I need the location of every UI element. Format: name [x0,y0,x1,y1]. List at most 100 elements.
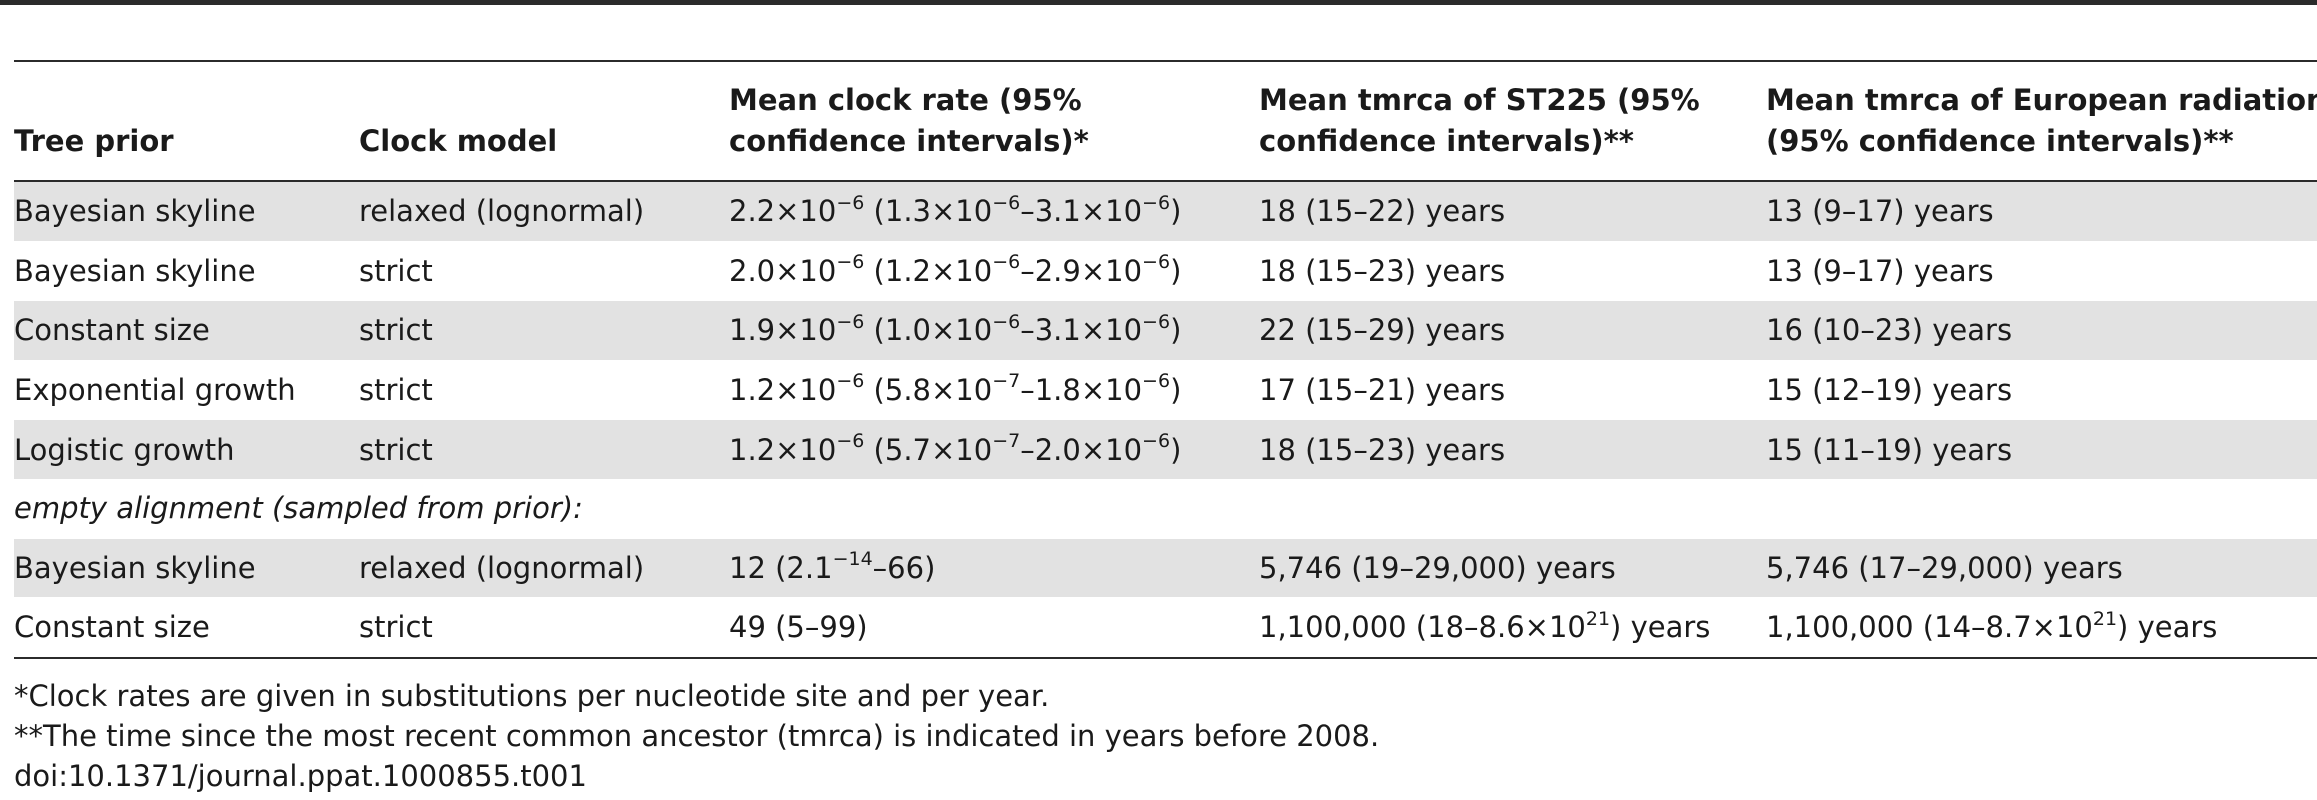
cell-mean-clock-rate: 2.2×10−6 (1.3×10−6–3.1×10−6) [729,180,1259,242]
section-row: empty alignment (sampled from prior): [14,479,2317,538]
cell-tmrca-st225: 17 (15–21) years [1259,359,1766,420]
cell-mean-clock-rate: 1.2×10−6 (5.8×10−7–1.8×10−6) [729,359,1259,420]
value-text: 17 (15–21) years [1259,373,1506,408]
table-footnotes: *Clock rates are given in substitutions … [14,676,2304,796]
value-text: –3.1×10 [1020,313,1143,348]
cell-tmrca-european: 13 (9–17) years [1766,240,2317,301]
value-text: ) [1170,313,1182,348]
exponent: −7 [992,370,1021,393]
exponent: −14 [832,548,873,571]
section-label: empty alignment (sampled from prior): [14,491,583,526]
header-mean-clock-rate: Mean clock rate (95% confidence intervals… [729,61,1259,181]
header-line: (95% confidence intervals)** [1766,124,2234,158]
value-text: 5,746 (19–29,000) years [1259,550,1616,585]
value-text: ) years [2117,610,2218,645]
value-text: 13 (9–17) years [1766,194,1994,229]
cell-tmrca-european: 15 (12–19) years [1766,359,2317,420]
exponent: −6 [1142,191,1171,214]
table-row: Bayesian skyline relaxed (lognormal) 12 (2… [14,537,2317,598]
value-text: ) [1170,194,1182,229]
exponent: −6 [992,310,1021,333]
cell-mean-clock-rate: 12 (2.1−14–66) [729,537,1259,598]
exponent: −6 [1142,251,1171,274]
value-text: –3.1×10 [1020,194,1143,229]
table-row: Constant size strict 49 (5–99) 1,100,000 (1… [14,597,2317,658]
exponent: −6 [836,430,865,453]
value-text: (1.2×10 [864,253,993,288]
cell-tmrca-st225: 18 (15–22) years [1259,180,1766,242]
value-text: ) [1170,432,1182,467]
footnote-clock-rate: *Clock rates are given in substitutions … [14,679,1050,713]
cell-clock-model: strict [359,359,729,420]
cell-tree-prior: Constant size [14,300,359,361]
cell-tree-prior: Exponential growth [14,359,359,420]
value-text: 1,100,000 (14–8.7×10 [1766,610,2093,645]
exponent: −7 [992,430,1021,453]
cell-tmrca-st225: 1,100,000 (18–8.6×1021) years [1259,597,1766,658]
value-text: 16 (10–23) years [1766,313,2013,348]
cell-tree-prior: Bayesian skyline [14,240,359,301]
cell-mean-clock-rate: 1.2×10−6 (5.7×10−7–2.0×10−6) [729,419,1259,479]
footnote-tmrca: **The time since the most recent common … [14,719,1380,753]
value-text: ) [1170,253,1182,288]
value-text: 15 (11–19) years [1766,432,2013,467]
value-text: 1.2×10 [729,432,837,467]
cell-clock-model: strict [359,300,729,361]
value-text: 5,746 (17–29,000) years [1766,550,2123,585]
cell-mean-clock-rate: 49 (5–99) [729,597,1259,658]
value-text: 49 (5–99) [729,610,868,645]
value-text: 22 (15–29) years [1259,313,1506,348]
cell-clock-model: relaxed (lognormal) [359,537,729,598]
value-text: –2.0×10 [1020,432,1143,467]
cell-tree-prior: Constant size [14,597,359,658]
table-body: Bayesian skyline relaxed (lognormal) 2.2×1… [14,180,2317,658]
cell-mean-clock-rate: 1.9×10−6 (1.0×10−6–3.1×10−6) [729,300,1259,361]
cell-clock-model: strict [359,240,729,301]
cell-tmrca-european: 16 (10–23) years [1766,300,2317,361]
table-header: Tree prior Clock model Mean clock rate (95… [14,61,2317,181]
value-text: 1.9×10 [729,313,837,348]
header-line: confidence intervals)** [1259,124,1634,158]
header-line: Mean tmrca of ST225 (95% [1259,83,1700,117]
table-row: Exponential growth strict 1.2×10−6 (5.8×10… [14,359,2317,420]
header-tmrca-european: Mean tmrca of European radiation (95% con… [1766,61,2317,181]
header-tree-prior: Tree prior [14,124,174,158]
header-row: Tree prior Clock model Mean clock rate (95… [14,61,2317,181]
table-row: Bayesian skyline strict 2.0×10−6 (1.2×10−6… [14,240,2317,301]
header-line: Mean tmrca of European radiation [1766,83,2317,117]
table-row: Bayesian skyline relaxed (lognormal) 2.2×1… [14,180,2317,242]
value-text: –1.8×10 [1020,373,1143,408]
doi-reference: doi:10.1371/journal.ppat.1000855.t001 [14,759,587,793]
value-text: –66) [872,550,936,585]
exponent: −6 [836,251,865,274]
value-text: (5.8×10 [864,373,993,408]
header-tmrca-st225: Mean tmrca of ST225 (95% confidence inter… [1259,61,1766,181]
results-table: Tree prior Clock model Mean clock rate (95… [14,60,2317,659]
value-text: (1.3×10 [864,194,993,229]
exponent: −6 [836,310,865,333]
value-text: 2.2×10 [729,194,837,229]
exponent: 21 [2092,607,2118,630]
value-text: 12 (2.1 [729,550,833,585]
cell-clock-model: strict [359,597,729,658]
value-text: –2.9×10 [1020,253,1143,288]
cell-clock-model: relaxed (lognormal) [359,180,729,242]
cell-tmrca-st225: 22 (15–29) years [1259,300,1766,361]
value-text: ) [1170,373,1182,408]
value-text: 15 (12–19) years [1766,373,2013,408]
exponent: −6 [836,191,865,214]
cell-tmrca-st225: 18 (15–23) years [1259,240,1766,301]
header-line: confidence intervals)* [729,124,1089,158]
value-text: 13 (9–17) years [1766,253,1994,288]
value-text: 18 (15–23) years [1259,432,1506,467]
cell-tree-prior: Bayesian skyline [14,180,359,242]
cell-tree-prior: Logistic growth [14,419,359,479]
exponent: −6 [1142,430,1171,453]
value-text: 1,100,000 (18–8.6×10 [1259,610,1586,645]
value-text: 1.2×10 [729,373,837,408]
top-rule [0,0,2317,5]
header-clock-model: Clock model [359,124,558,158]
table-row: Constant size strict 1.9×10−6 (1.0×10−6–3.… [14,300,2317,361]
value-text: (5.7×10 [864,432,993,467]
cell-tmrca-st225: 5,746 (19–29,000) years [1259,537,1766,598]
